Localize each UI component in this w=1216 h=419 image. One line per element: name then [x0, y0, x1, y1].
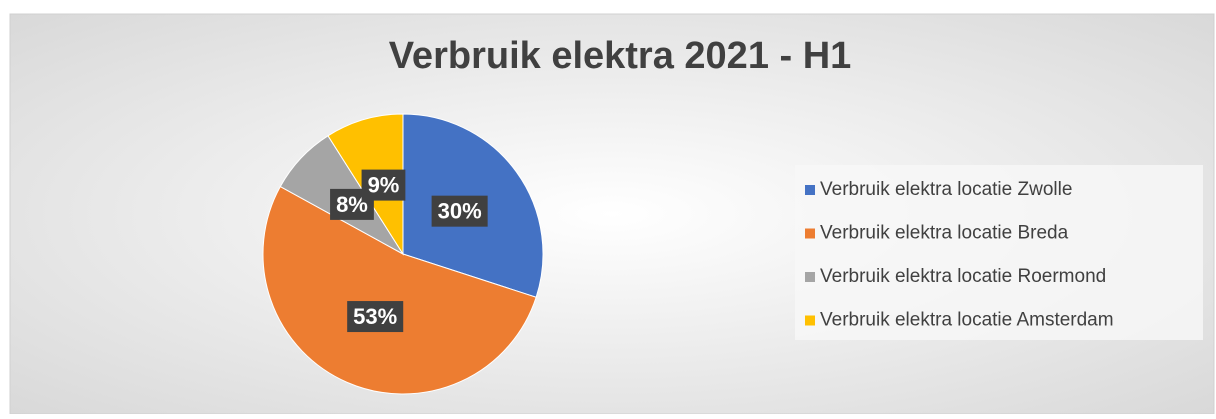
legend-label: Verbruik elektra locatie Amsterdam [820, 310, 1114, 331]
chart-title: Verbruik elektra 2021 - H1 [389, 35, 852, 77]
legend-label: Verbruik elektra locatie Roermond [820, 266, 1106, 287]
data-label: 53% [353, 304, 397, 329]
legend-label: Verbruik elektra locatie Zwolle [820, 179, 1072, 200]
legend-swatch [805, 185, 815, 195]
legend-box [795, 165, 1203, 340]
data-label: 30% [438, 199, 482, 224]
data-label-box [361, 169, 406, 201]
legend-swatch [805, 272, 815, 282]
legend-swatch [805, 315, 815, 326]
legend-label: Verbruik elektra locatie Breda [820, 223, 1069, 244]
pie-slice [262, 185, 537, 395]
data-label: 9% [368, 173, 400, 198]
data-label-box [347, 301, 404, 333]
data-label-box [431, 195, 488, 227]
legend-swatch [805, 228, 815, 239]
